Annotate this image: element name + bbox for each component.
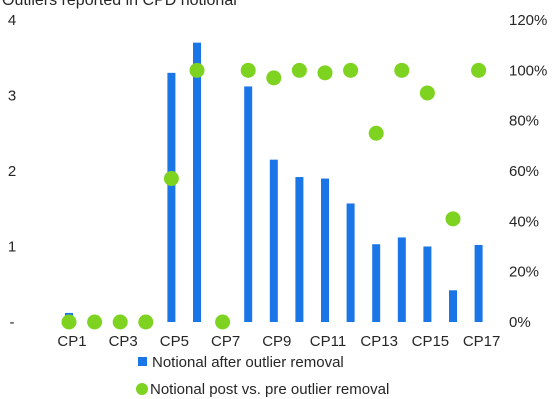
legend-label-bar: Notional after outlier removal — [152, 354, 344, 371]
x-axis: CP1 CP3 CP5 CP7 CP9 CP11 CP13 CP15 CP17 — [57, 333, 500, 350]
point-cp14 — [394, 62, 410, 78]
bar-cp13 — [372, 244, 381, 322]
x-tick-label: CP5 — [160, 333, 189, 350]
point-cp1 — [61, 314, 77, 330]
x-tick-label: CP17 — [463, 333, 501, 350]
point-cp17 — [471, 62, 487, 78]
left-tick-label: 2 — [8, 163, 16, 180]
bar-cp14 — [397, 237, 406, 322]
legend-label-dot: Notional post vs. pre outlier removal — [150, 381, 389, 398]
point-cp2 — [87, 314, 103, 330]
right-tick-label: 40% — [509, 213, 539, 230]
bar-cp6 — [193, 42, 201, 323]
x-tick-label: CP9 — [262, 333, 291, 350]
point-cp3 — [112, 314, 128, 330]
x-tick-label: CP3 — [109, 333, 138, 350]
point-cp5 — [163, 171, 179, 187]
point-cp16 — [445, 211, 461, 227]
right-tick-label: 60% — [509, 163, 539, 180]
right-tick-label: 80% — [509, 113, 539, 130]
point-cp13 — [368, 125, 384, 141]
bar-cp9 — [269, 159, 278, 322]
x-tick-label: CP1 — [57, 333, 86, 350]
right-tick-label: 20% — [509, 264, 539, 281]
point-cp8 — [240, 62, 256, 78]
bar-cp17 — [474, 244, 483, 322]
left-tick-label: 3 — [8, 88, 16, 105]
bar-cp8 — [244, 86, 253, 322]
left-tick-label: 1 — [8, 239, 16, 256]
point-cp15 — [419, 85, 435, 101]
point-cp11 — [317, 65, 333, 81]
legend-swatch-bar — [138, 357, 147, 366]
bar-cp10 — [295, 177, 304, 322]
left-axis: - 1 2 3 4 — [8, 12, 16, 331]
bar-cp15 — [423, 246, 432, 322]
x-tick-label: CP11 — [310, 333, 346, 350]
bar-series — [65, 42, 483, 323]
point-cp9 — [266, 70, 282, 86]
point-cp10 — [291, 62, 307, 78]
bar-cp5 — [167, 72, 176, 322]
right-tick-label: 0% — [509, 314, 531, 331]
right-axis: 0% 20% 40% 60% 80% 100% 120% — [509, 12, 547, 331]
x-tick-label: CP13 — [360, 333, 398, 350]
point-cp12 — [343, 62, 359, 78]
bar-cp12 — [346, 203, 355, 322]
point-cp4 — [138, 314, 154, 330]
legend-swatch-dot — [136, 383, 148, 395]
left-tick-label: - — [10, 314, 15, 331]
right-tick-label: 120% — [509, 12, 547, 29]
x-tick-label: CP7 — [211, 333, 240, 350]
point-cp6 — [189, 62, 205, 78]
bar-cp16 — [449, 290, 457, 322]
right-tick-label: 100% — [509, 62, 547, 79]
legend: Notional after outlier removal Notional … — [136, 354, 389, 398]
x-tick-label: CP15 — [412, 333, 450, 350]
bar-cp11 — [321, 178, 329, 322]
point-cp7 — [215, 314, 231, 330]
left-tick-label: 4 — [8, 12, 16, 29]
chart-title: Outliers reported in CPD notional — [2, 0, 237, 9]
scatter-series — [61, 62, 487, 330]
